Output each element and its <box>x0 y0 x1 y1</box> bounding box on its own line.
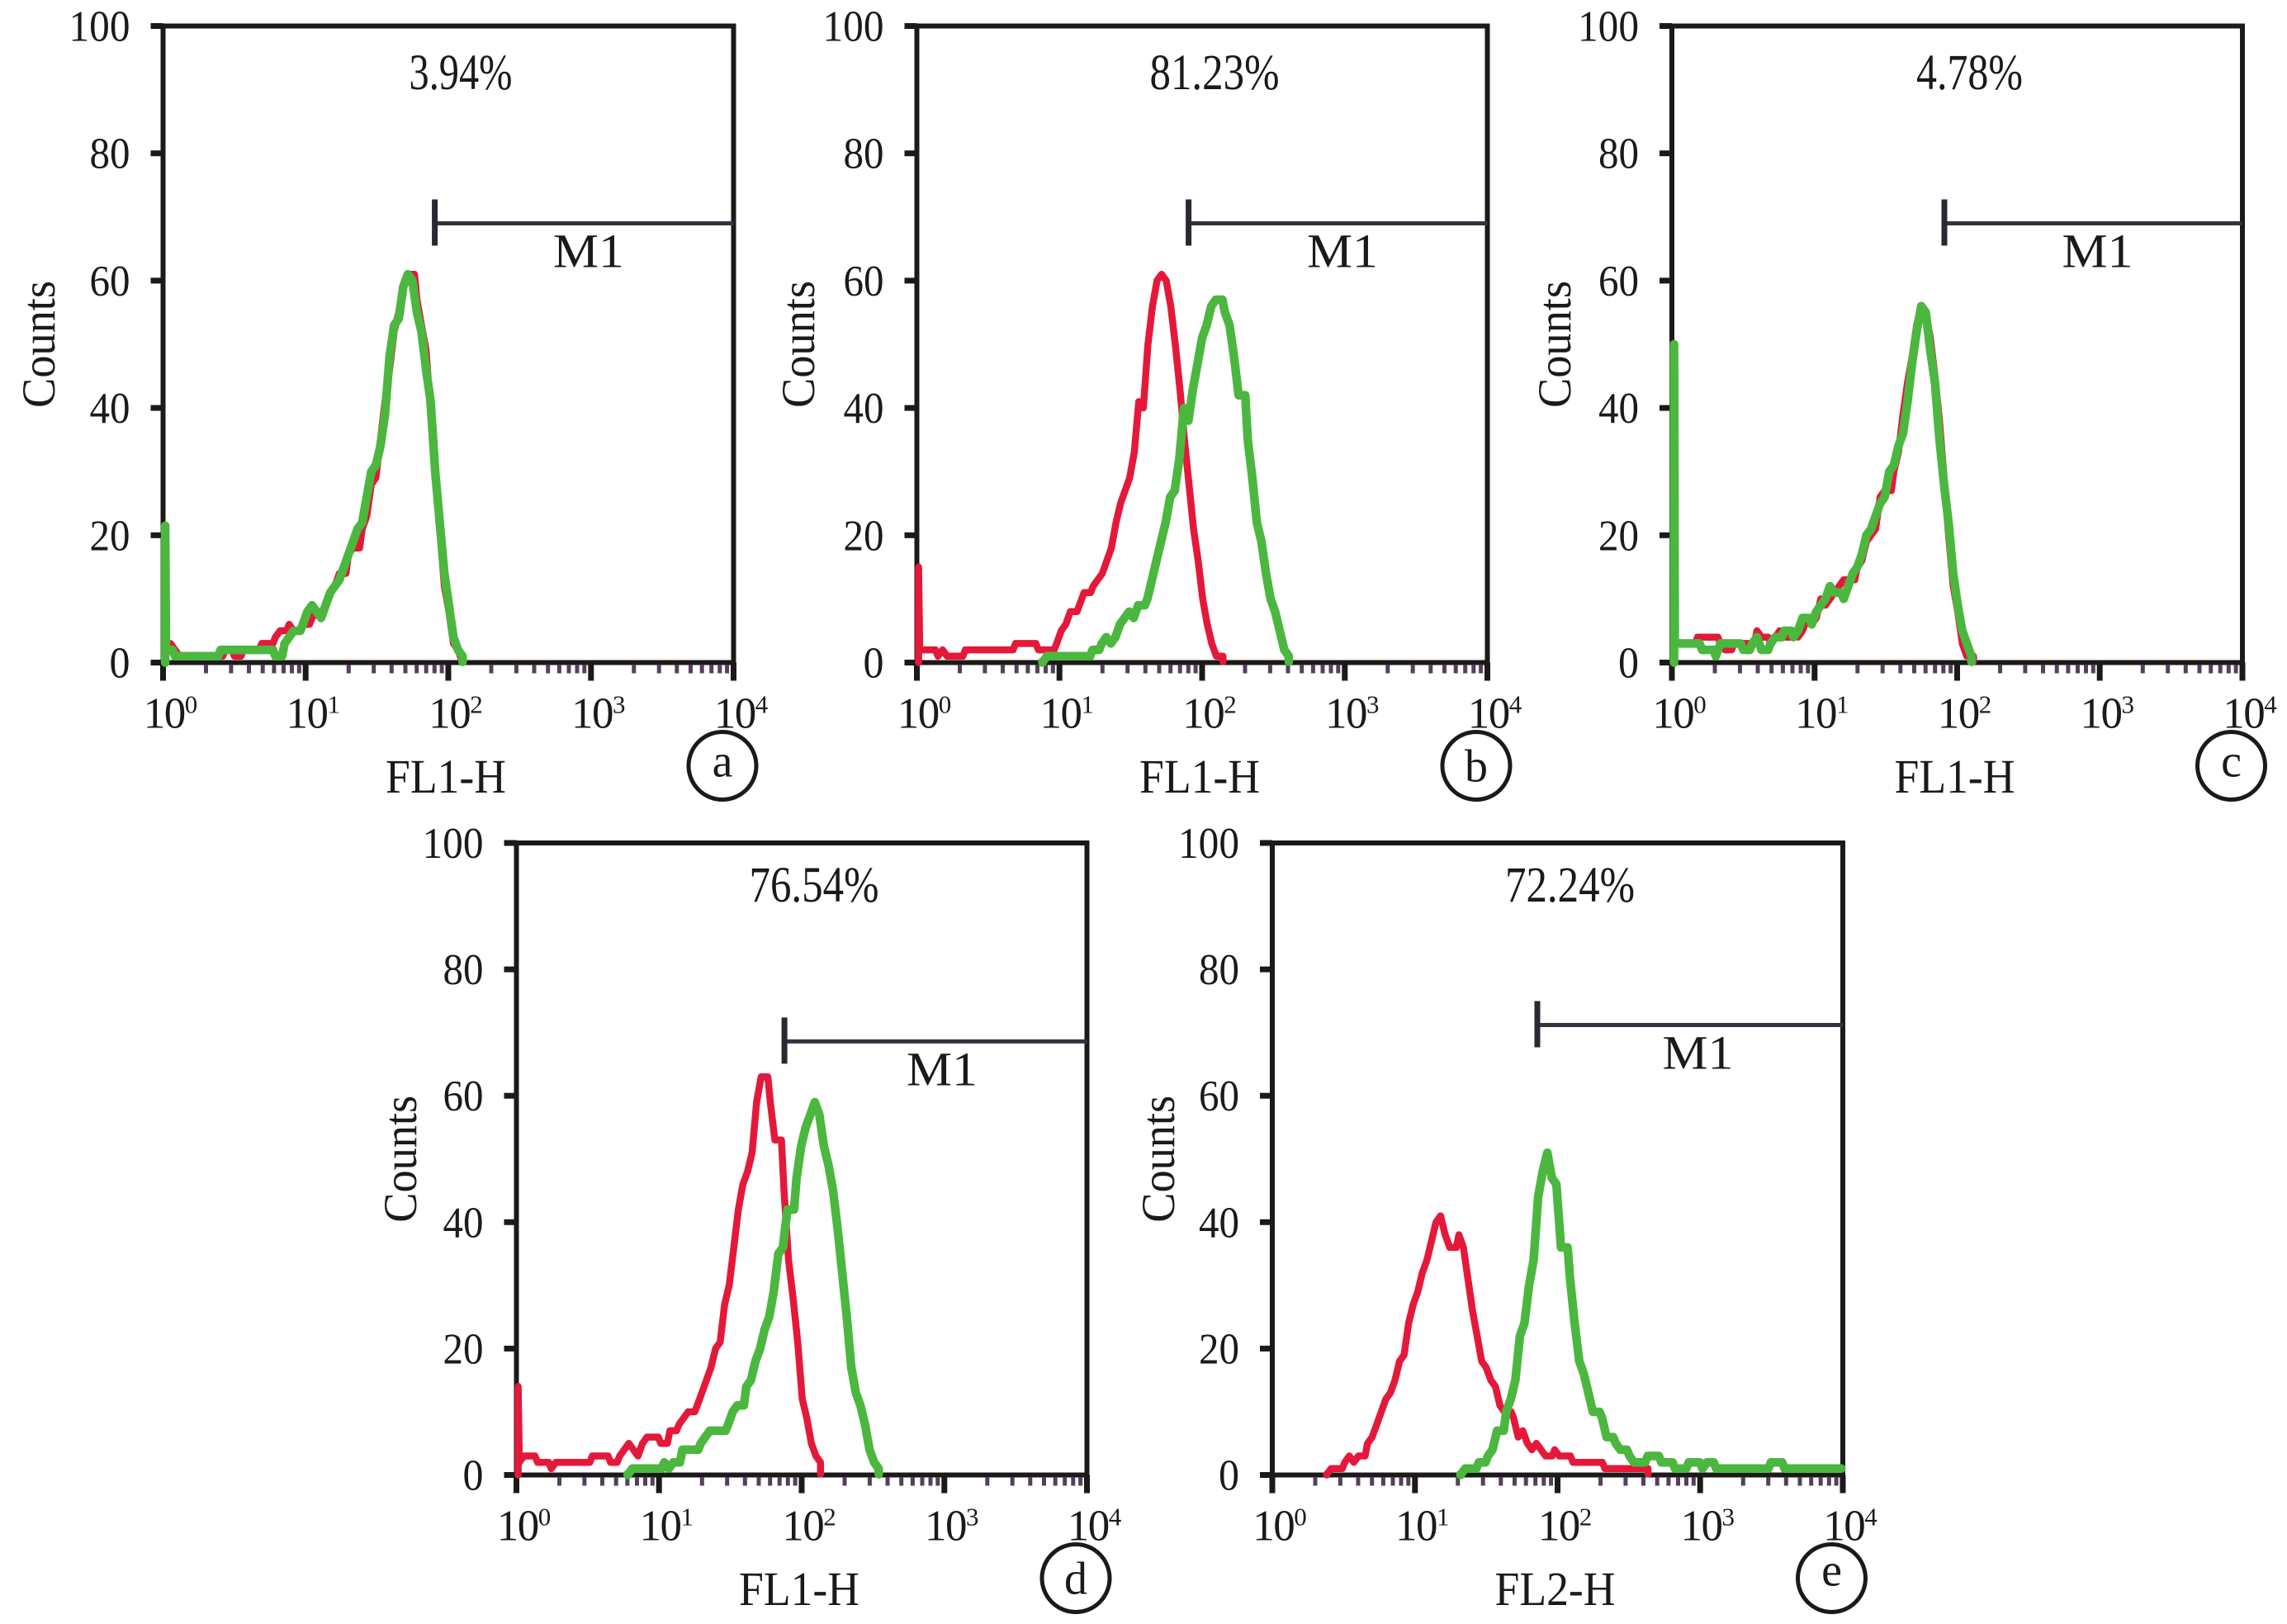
svg-text:FL1-H: FL1-H <box>386 750 506 803</box>
svg-text:100: 100 <box>823 3 884 51</box>
svg-text:M1: M1 <box>1663 1026 1734 1080</box>
svg-text:80: 80 <box>90 130 130 178</box>
svg-text:3.94%: 3.94% <box>410 45 513 101</box>
svg-text:M1: M1 <box>2062 225 2133 278</box>
svg-text:20: 20 <box>1598 512 1639 560</box>
svg-text:Counts: Counts <box>773 281 825 408</box>
svg-text:Counts: Counts <box>1529 281 1581 408</box>
svg-text:80: 80 <box>1199 946 1239 994</box>
svg-text:60: 60 <box>1199 1072 1239 1120</box>
svg-text:Counts: Counts <box>1133 1096 1185 1223</box>
svg-text:e: e <box>1821 1546 1842 1597</box>
svg-text:20: 20 <box>844 512 884 560</box>
svg-text:80: 80 <box>1598 130 1639 178</box>
svg-text:72.24%: 72.24% <box>1505 858 1635 913</box>
svg-text:FL2-H: FL2-H <box>1495 1562 1616 1616</box>
svg-text:Counts: Counts <box>375 1096 427 1223</box>
svg-text:100: 100 <box>423 820 484 868</box>
svg-text:20: 20 <box>443 1325 484 1373</box>
svg-text:0: 0 <box>110 640 130 688</box>
svg-text:102: 102 <box>1938 690 1992 738</box>
svg-text:b: b <box>1465 741 1488 793</box>
svg-text:100: 100 <box>1178 820 1239 868</box>
svg-text:60: 60 <box>1598 258 1639 305</box>
svg-text:20: 20 <box>90 512 130 560</box>
svg-text:60: 60 <box>443 1072 484 1120</box>
svg-text:100: 100 <box>1578 3 1639 51</box>
svg-text:100: 100 <box>144 690 198 738</box>
svg-text:40: 40 <box>844 385 884 433</box>
svg-text:40: 40 <box>443 1199 484 1247</box>
svg-text:FL1-H: FL1-H <box>1895 750 2015 803</box>
svg-text:80: 80 <box>443 946 484 994</box>
svg-text:a: a <box>713 736 733 788</box>
svg-text:60: 60 <box>90 258 130 305</box>
svg-text:FL1-H: FL1-H <box>739 1562 859 1616</box>
svg-text:40: 40 <box>90 385 130 433</box>
svg-text:40: 40 <box>1598 385 1639 433</box>
svg-text:20: 20 <box>1199 1325 1239 1373</box>
svg-text:M1: M1 <box>907 1042 978 1096</box>
svg-text:104: 104 <box>1468 690 1522 738</box>
svg-text:4.78%: 4.78% <box>1916 45 2023 101</box>
svg-text:M1: M1 <box>553 225 624 278</box>
svg-text:0: 0 <box>463 1452 484 1500</box>
svg-text:100: 100 <box>69 3 130 51</box>
svg-text:c: c <box>2221 736 2242 788</box>
svg-text:60: 60 <box>844 258 884 305</box>
svg-text:M1: M1 <box>1307 225 1378 278</box>
svg-text:0: 0 <box>1618 640 1639 688</box>
svg-text:76.54%: 76.54% <box>750 858 879 913</box>
svg-text:81.23%: 81.23% <box>1150 45 1280 101</box>
svg-text:d: d <box>1064 1554 1087 1605</box>
svg-text:0: 0 <box>864 640 884 688</box>
svg-text:FL1-H: FL1-H <box>1139 750 1260 803</box>
svg-text:80: 80 <box>844 130 884 178</box>
svg-text:0: 0 <box>1219 1452 1239 1500</box>
svg-text:Counts: Counts <box>13 281 65 408</box>
svg-text:40: 40 <box>1199 1199 1239 1247</box>
